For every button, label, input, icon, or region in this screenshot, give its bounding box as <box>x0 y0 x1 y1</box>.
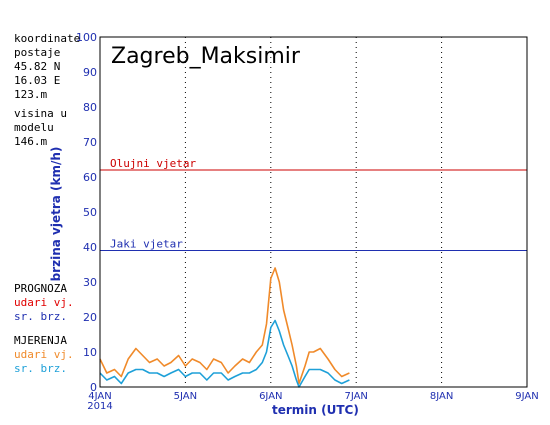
threshold-lines: Olujni vjetar Jaki vjetar <box>100 157 527 251</box>
x-tick-sublabel: 2014 <box>87 401 112 412</box>
legend-prognoza: PROGNOZA <box>14 282 67 295</box>
threshold-label: Jaki vjetar <box>110 238 183 251</box>
y-tick-label: 70 <box>83 136 97 149</box>
info-line: 123.m <box>14 88 48 101</box>
legend-meas-mean: sr. brz. <box>14 362 67 375</box>
series-meas-mean <box>99 319 350 388</box>
legend-meas-gust: udari vj. <box>14 348 74 361</box>
y-tick-label: 30 <box>83 276 97 289</box>
x-axis-label: termin (UTC) <box>272 403 359 417</box>
station-info: koordinate postaje 45.82 N 16.03 E 123.m… <box>14 32 80 149</box>
series-lines <box>99 267 350 388</box>
x-tick-label: 6JAN <box>259 391 282 402</box>
x-tick-label: 9JAN <box>515 391 538 402</box>
threshold-label: Olujni vjetar <box>110 157 196 170</box>
y-tick-labels: 0 10 20 30 40 50 60 70 80 90 100 <box>76 31 97 394</box>
y-tick-label: 50 <box>83 206 97 219</box>
y-tick-label: 100 <box>76 31 97 44</box>
info-line: visina u <box>14 107 67 120</box>
info-line: 16.03 E <box>14 74 61 87</box>
x-tick-label: 5JAN <box>174 391 197 402</box>
y-tick-label: 80 <box>83 101 97 114</box>
y-axis-label: brzina vjetra (km/h) <box>49 146 63 282</box>
info-line: 146.m <box>14 135 48 148</box>
legend-prog-mean: sr. brz. <box>14 310 67 323</box>
chart-title: Zagreb_Maksimir <box>111 44 300 69</box>
y-tick-label: 0 <box>90 381 97 394</box>
y-tick-label: 40 <box>83 241 97 254</box>
plot-frame <box>99 36 528 388</box>
y-tick-label: 20 <box>83 311 97 324</box>
y-tick-label: 10 <box>83 346 97 359</box>
info-line: 45.82 N <box>14 60 61 73</box>
x-tick-label: 8JAN <box>430 391 453 402</box>
info-line: postaje <box>14 46 61 59</box>
x-tick-label: 7JAN <box>344 391 367 402</box>
info-line: modelu <box>14 121 54 134</box>
y-tick-label: 60 <box>83 171 97 184</box>
legend: PROGNOZA udari vj. sr. brz. MJERENJA uda… <box>14 282 74 376</box>
legend-prog-gust: udari vj. <box>14 296 74 309</box>
series-meas-gust <box>99 267 350 385</box>
info-line: koordinate <box>14 32 81 45</box>
y-tick-label: 90 <box>83 66 97 79</box>
grid <box>184 37 443 387</box>
x-tick-label: 4JAN <box>88 391 111 402</box>
legend-mjerenja: MJERENJA <box>14 334 67 347</box>
